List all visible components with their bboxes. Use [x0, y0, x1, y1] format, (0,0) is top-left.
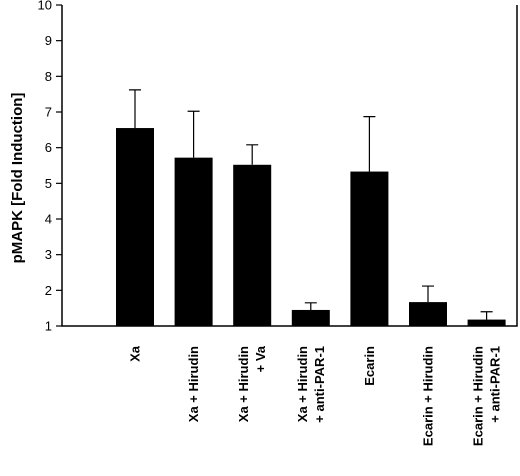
bar [174, 157, 213, 326]
bar [409, 302, 447, 326]
y-tick-label: 6 [45, 140, 52, 155]
x-tick-label: Xa + Hirudin + Va [236, 345, 268, 422]
x-tick-label-line: Xa + Hirudin [236, 346, 251, 422]
bar [350, 171, 389, 326]
error-bar [422, 285, 434, 303]
x-tick-label-line: Ecarin [362, 346, 377, 386]
error-bar [246, 144, 259, 165]
bar [467, 319, 506, 326]
x-tick-label-line: Xa + Hirudin [295, 346, 310, 422]
bar [291, 309, 330, 326]
x-tick-label-line: Ecarin + Hirudin [471, 346, 486, 446]
y-axis-label: pMAPK [Fold Induction] [9, 93, 26, 264]
error-bar [129, 89, 141, 129]
y-tick-label: 9 [45, 33, 52, 48]
error-bar [187, 110, 200, 158]
y-tick-label: 5 [45, 176, 52, 191]
bar [233, 164, 272, 326]
x-tick-label-line: Xa + Hirudin [186, 346, 201, 422]
y-tick-label: 4 [45, 212, 52, 227]
y-ticks-group: 1 2 3 4 5 6 7 8 9 10 [38, 0, 62, 334]
x-tick-label-line: + Va [253, 345, 268, 372]
y-tick-label: 8 [45, 69, 52, 84]
error-bars-group [129, 89, 493, 320]
y-tick-label: 10 [38, 0, 52, 13]
x-tick-label-line: + anti-PAR-1 [312, 346, 327, 423]
error-bar [304, 302, 317, 310]
x-tick-label: Ecarin + Hirudin + anti-PAR-1 [471, 346, 503, 446]
x-tick-label: Ecarin [362, 346, 377, 386]
bar [116, 128, 154, 326]
y-tick-label: 1 [45, 319, 52, 334]
x-labels-group: Xa Xa + Hirudin Xa + Hirudin + Va Xa + Hirud… [128, 345, 503, 446]
x-tick-label: Xa + Hirudin [186, 346, 201, 422]
x-tick-label: Ecarin + Hirudin [421, 346, 436, 446]
y-tick-label: 2 [45, 283, 52, 298]
y-tick-label: 7 [45, 105, 52, 120]
bars-group [116, 128, 506, 326]
x-tick-label: Xa [128, 345, 143, 362]
y-tick-label: 3 [45, 247, 52, 262]
x-tick-label-line: Ecarin + Hirudin [421, 346, 436, 446]
error-bar [363, 116, 376, 172]
x-tick-label-line: Xa [128, 345, 143, 362]
error-bar [480, 311, 493, 320]
plot-frame [61, 5, 518, 327]
x-tick-label-line: + anti-PAR-1 [488, 346, 503, 423]
x-tick-label: Xa + Hirudin + anti-PAR-1 [295, 346, 327, 423]
